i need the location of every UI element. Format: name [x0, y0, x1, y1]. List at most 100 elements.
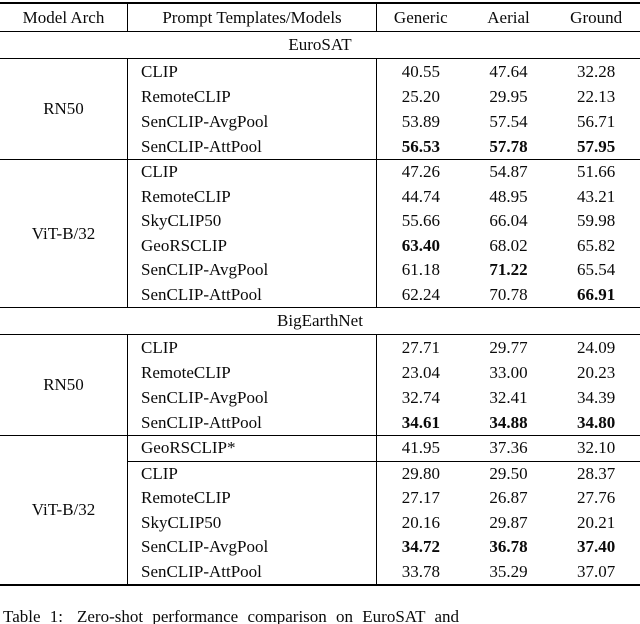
- ground-value: 51.66: [577, 162, 616, 182]
- ground-value: 66.91: [577, 284, 616, 304]
- model-name-cell: CLIP: [128, 335, 377, 360]
- aerial-value: 29.95: [489, 86, 528, 106]
- table-row: SenCLIP-AttPool 62.24 70.78 66.91: [128, 282, 640, 307]
- ground-value: 43.21: [577, 186, 616, 206]
- generic-value: 44.74: [401, 186, 440, 206]
- generic-value: 56.53: [401, 136, 440, 156]
- aerial-value: 71.22: [489, 260, 528, 280]
- table-caption: Table 1: Zero-shot performance comparison…: [3, 607, 637, 624]
- aerial-value: 29.77: [489, 337, 528, 357]
- model-name-cell: GeoRSCLIP*: [128, 436, 377, 461]
- model-name-cell: CLIP: [128, 160, 377, 185]
- table-row: CLIP 27.71 29.77 24.09: [128, 335, 640, 360]
- model-name-cell: SenCLIP-AvgPool: [128, 385, 377, 410]
- aerial-value: 68.02: [489, 235, 528, 255]
- aerial-value: 33.00: [489, 362, 528, 382]
- block-bigearthnet-vitb32: ViT-B/32 GeoRSCLIP* 41.95 37.36 32.10 CL…: [0, 436, 640, 584]
- table-row: SenCLIP-AttPool 34.61 34.88 34.80: [128, 410, 640, 435]
- generic-value: 41.95: [401, 438, 440, 458]
- col-header-ground: Ground: [570, 7, 623, 27]
- ground-value: 65.82: [577, 235, 616, 255]
- table-row: GeoRSCLIP 63.40 68.02 65.82: [128, 233, 640, 258]
- ground-value: 20.21: [577, 512, 616, 532]
- table-row: SenCLIP-AvgPool 53.89 57.54 56.71: [128, 109, 640, 134]
- ground-value: 22.13: [577, 86, 616, 106]
- ground-value: 28.37: [577, 463, 616, 483]
- model-arch-label: RN50: [0, 335, 128, 435]
- model-name-cell: CLIP: [128, 461, 377, 486]
- aerial-value: 47.64: [489, 61, 528, 81]
- generic-value: 29.80: [401, 463, 440, 483]
- model-name-cell: RemoteCLIP: [128, 486, 377, 511]
- section-header-bigearthnet: BigEarthNet: [0, 308, 640, 335]
- col-header-prompt-templates: Prompt Templates/Models: [128, 4, 377, 31]
- table-row: CLIP 29.80 29.50 28.37: [128, 461, 640, 486]
- table-row: SenCLIP-AvgPool 34.72 36.78 37.40: [128, 535, 640, 560]
- model-name-cell: GeoRSCLIP: [128, 233, 377, 258]
- generic-value: 25.20: [401, 86, 440, 106]
- generic-value: 63.40: [401, 235, 440, 255]
- table-row: RemoteCLIP 23.04 33.00 20.23: [128, 360, 640, 385]
- model-arch-label: ViT-B/32: [0, 436, 128, 584]
- results-table: Model Arch Prompt Templates/Models Gener…: [0, 2, 640, 586]
- table-row: RemoteCLIP 44.74 48.95 43.21: [128, 184, 640, 209]
- caption-text: Zero-shot performance comparison on Euro…: [76, 607, 460, 624]
- generic-value: 23.04: [401, 362, 440, 382]
- col-header-aerial: Aerial: [487, 7, 530, 27]
- aerial-value: 48.95: [489, 186, 528, 206]
- aerial-value: 29.87: [489, 512, 528, 532]
- generic-value: 32.74: [401, 387, 440, 407]
- generic-value: 61.18: [401, 260, 440, 280]
- generic-value: 55.66: [401, 211, 440, 231]
- generic-value: 34.72: [401, 537, 440, 557]
- generic-value: 40.55: [401, 61, 440, 81]
- ground-value: 32.10: [577, 438, 616, 458]
- block-bigearthnet-rn50: RN50 CLIP 27.71 29.77 24.09 RemoteCLIP 2…: [0, 335, 640, 436]
- caption-label: Table 1:: [3, 607, 63, 624]
- model-name-cell: SenCLIP-AttPool: [128, 282, 377, 307]
- ground-value: 37.07: [577, 561, 616, 581]
- generic-value: 47.26: [401, 162, 440, 182]
- model-name-cell: CLIP: [128, 59, 377, 84]
- model-name-cell: SkyCLIP50: [128, 209, 377, 234]
- ground-value: 34.80: [577, 412, 616, 432]
- model-name-cell: RemoteCLIP: [128, 84, 377, 109]
- table-row: SenCLIP-AttPool 56.53 57.78 57.95: [128, 134, 640, 159]
- model-name-cell: SenCLIP-AttPool: [128, 410, 377, 435]
- model-name-cell: RemoteCLIP: [128, 184, 377, 209]
- aerial-value: 70.78: [489, 284, 528, 304]
- col-header-model-arch: Model Arch: [0, 4, 128, 31]
- ground-value: 27.76: [577, 488, 616, 508]
- generic-value: 27.71: [401, 337, 440, 357]
- block-eurosat-vitb32: ViT-B/32 CLIP 47.26 54.87 51.66 RemoteCL…: [0, 160, 640, 308]
- model-name-cell: SkyCLIP50: [128, 510, 377, 535]
- generic-value: 20.16: [401, 512, 440, 532]
- ground-value: 65.54: [577, 260, 616, 280]
- generic-value: 27.17: [401, 488, 440, 508]
- ground-value: 32.28: [577, 61, 616, 81]
- ground-value: 59.98: [577, 211, 616, 231]
- aerial-value: 32.41: [489, 387, 528, 407]
- table-row: GeoRSCLIP* 41.95 37.36 32.10: [128, 436, 640, 462]
- aerial-value: 57.54: [489, 111, 528, 131]
- model-name-cell: SenCLIP-AttPool: [128, 559, 377, 584]
- aerial-value: 35.29: [489, 561, 528, 581]
- generic-value: 53.89: [401, 111, 440, 131]
- ground-value: 34.39: [577, 387, 616, 407]
- aerial-value: 54.87: [489, 162, 528, 182]
- aerial-value: 37.36: [489, 438, 528, 458]
- ground-value: 37.40: [577, 537, 616, 557]
- aerial-value: 26.87: [489, 488, 528, 508]
- model-name-cell: SenCLIP-AvgPool: [128, 109, 377, 134]
- table-row: RemoteCLIP 25.20 29.95 22.13: [128, 84, 640, 109]
- table-header-row: Model Arch Prompt Templates/Models Gener…: [0, 4, 640, 32]
- model-name-cell: SenCLIP-AvgPool: [128, 258, 377, 283]
- aerial-value: 36.78: [489, 537, 528, 557]
- table-row: SkyCLIP50 55.66 66.04 59.98: [128, 209, 640, 234]
- model-arch-label: ViT-B/32: [0, 160, 128, 307]
- table-row: CLIP 47.26 54.87 51.66: [128, 160, 640, 185]
- col-header-generic: Generic: [393, 7, 448, 27]
- table-row: SkyCLIP50 20.16 29.87 20.21: [128, 510, 640, 535]
- ground-value: 57.95: [577, 136, 616, 156]
